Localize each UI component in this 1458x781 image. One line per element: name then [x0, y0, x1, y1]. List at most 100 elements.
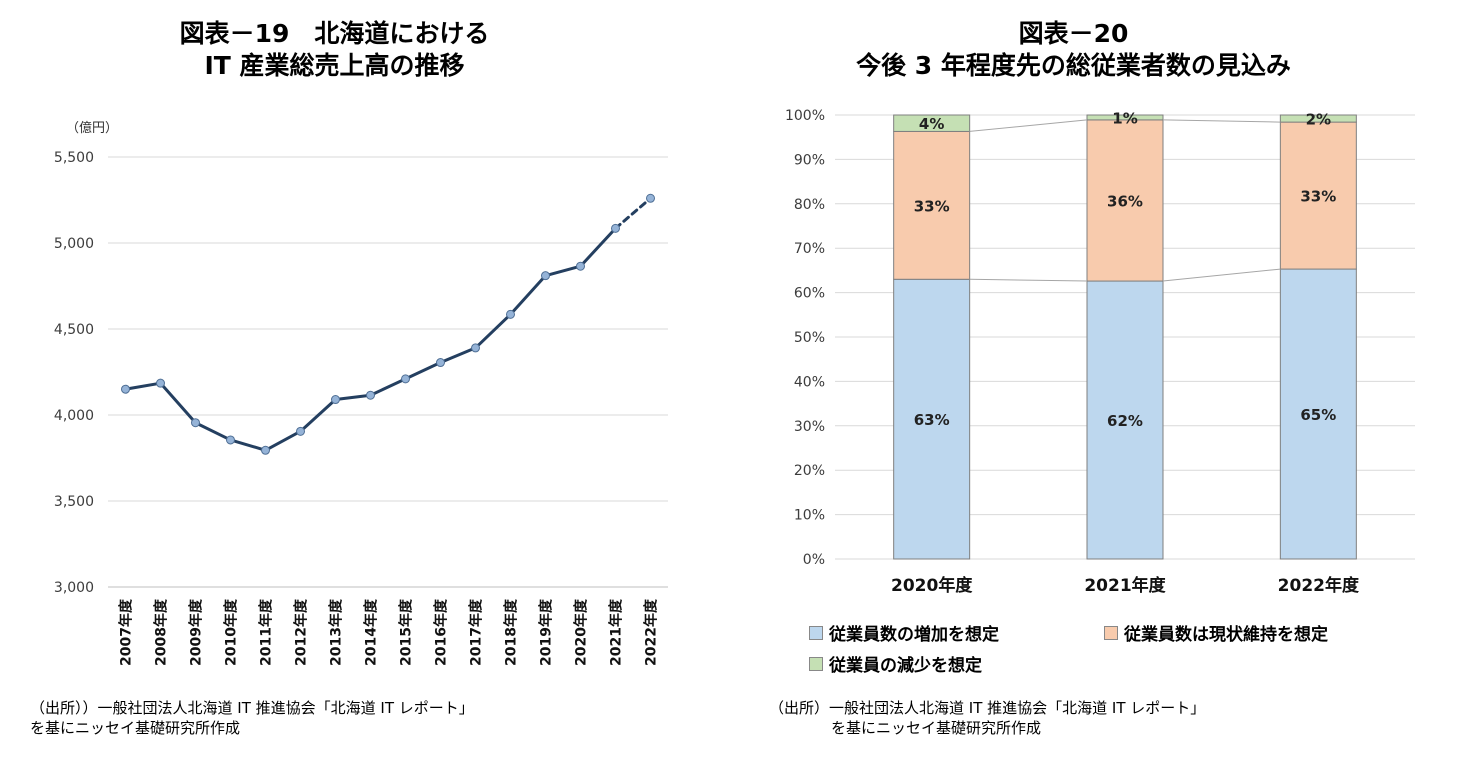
x-tick-label: 2009年度	[188, 598, 205, 666]
y-unit-label: （億円）	[66, 120, 118, 136]
x-tick-label: 2013年度	[328, 598, 345, 666]
data-label: 4%	[919, 115, 944, 133]
left-title-line1: 図表－19 北海道における	[179, 19, 490, 48]
stacked-bar-chart: 0% 10% 20% 30% 40% 50% 60% 70% 80% 90% 100% 63% 33% 4…	[785, 108, 1415, 596]
line-segment	[264, 429, 302, 452]
y-tick-label: 3,500	[54, 494, 94, 510]
line-segment	[474, 312, 512, 350]
data-label: 33%	[914, 197, 950, 215]
left-source-note: （出所））一般社団法人北海道 IT 推進協会「北海道 IT レポート」 を基にニ…	[30, 698, 474, 738]
data-label: 65%	[1300, 406, 1336, 424]
line-segment-forecast	[614, 196, 652, 230]
x-tick-label: 2019年度	[538, 598, 555, 666]
legend-label: 従業員数は現状維持を想定	[1124, 625, 1328, 645]
x-tick-label: 2020年度	[573, 598, 590, 666]
line-segment	[369, 377, 407, 397]
data-point	[471, 343, 480, 353]
bar-segment	[893, 278, 971, 560]
y-tick-label: 10%	[794, 508, 825, 524]
line-segment	[194, 421, 232, 442]
x-tick-label: 2020年度	[891, 575, 973, 596]
left-source-line2: を基にニッセイ基礎研究所作成	[30, 719, 241, 737]
x-tick-label: 2015年度	[398, 598, 415, 666]
y-tick-label: 20%	[794, 463, 825, 479]
y-tick-label: 40%	[794, 374, 825, 390]
right-source-line1: （出所）一般社団法人北海道 IT 推進協会「北海道 IT レポート」	[769, 699, 1206, 717]
y-tick-label: 80%	[794, 197, 825, 213]
line-segment	[159, 381, 197, 425]
line-segment	[509, 274, 547, 316]
x-tick-label: 2018年度	[503, 598, 520, 666]
left-chart-panel: 図表－19 北海道における IT 産業総売上高の推移 （億円） 3,000 3,50…	[0, 18, 699, 738]
legend-swatch	[809, 626, 823, 640]
y-tick-label: 30%	[794, 419, 825, 435]
bar-segment	[1279, 114, 1357, 123]
y-tick-label: 70%	[794, 241, 825, 257]
y-tick-label: 50%	[794, 330, 825, 346]
y-tick-label: 5,500	[54, 150, 94, 166]
x-tick-label: 2011年度	[258, 598, 275, 666]
x-tick-label: 2016年度	[433, 598, 450, 666]
data-label: 62%	[1107, 412, 1143, 430]
x-tick-label: 2012年度	[293, 598, 310, 666]
right-title-line1: 図表－20	[1018, 19, 1129, 48]
legend-swatch	[809, 657, 823, 671]
data-point	[611, 223, 620, 233]
line-segment	[299, 398, 337, 433]
x-tick-label: 2007年度	[118, 598, 135, 666]
right-chart-title: 図表－20 今後 3 年程度先の総従業者数の見込み	[709, 18, 1438, 82]
data-point	[541, 271, 550, 281]
line-segment	[229, 438, 267, 452]
x-tick-label: 2022年度	[643, 598, 660, 666]
series-connector	[969, 278, 1088, 282]
data-point	[506, 309, 515, 319]
x-tick-label: 2008年度	[153, 598, 170, 666]
y-tick-label: 90%	[794, 152, 825, 168]
line-segment	[439, 346, 477, 365]
y-tick-label: 4,500	[54, 322, 94, 338]
data-label: 2%	[1306, 111, 1331, 129]
bar-segment	[1279, 121, 1357, 270]
line-segment	[579, 226, 617, 268]
left-chart-title: 図表－19 北海道における IT 産業総売上高の推移	[0, 18, 699, 82]
series-connector	[1162, 119, 1281, 123]
legend-label: 従業員の減少を想定	[829, 656, 982, 676]
line-segment	[124, 381, 162, 391]
x-tick-label: 2021年度	[1084, 575, 1166, 596]
line-segment	[334, 393, 372, 402]
data-point	[646, 193, 655, 203]
right-source-note: （出所）一般社団法人北海道 IT 推進協会「北海道 IT レポート」 を基にニッ…	[769, 698, 1205, 738]
line-chart: （億円） 3,000 3,500 4,000 4,500 5,000 5,500 2007年度…	[54, 120, 668, 666]
bar-segment	[1086, 114, 1164, 121]
data-point	[401, 374, 410, 384]
bar-segment	[1086, 280, 1164, 560]
data-point	[366, 390, 375, 400]
right-title-line2: 今後 3 年程度先の総従業者数の見込み	[856, 51, 1291, 80]
bar-segment	[893, 114, 971, 132]
series-connector	[969, 119, 1088, 132]
y-tick-label: 3,000	[54, 580, 94, 596]
data-point	[436, 358, 445, 368]
x-tick-label: 2021年度	[608, 598, 625, 666]
x-tick-label: 2014年度	[363, 598, 380, 666]
legend-item: 従業員数は現状維持を想定	[1104, 620, 1328, 645]
y-tick-label: 60%	[794, 286, 825, 302]
data-point	[331, 395, 340, 405]
data-label: 36%	[1107, 192, 1143, 210]
data-point	[296, 426, 305, 436]
data-point	[261, 445, 270, 455]
right-chart-panel: 図表－20 今後 3 年程度先の総従業者数の見込み 0% 10% 20% 30% 40%…	[729, 0, 1458, 781]
data-point	[191, 418, 200, 428]
data-point	[576, 261, 585, 271]
left-source-line1: （出所））一般社団法人北海道 IT 推進協会「北海道 IT レポート」	[30, 699, 474, 717]
y-tick-label: 100%	[785, 108, 825, 124]
legend-label: 従業員数の増加を想定	[829, 625, 999, 645]
line-segment	[404, 361, 442, 381]
y-tick-label: 0%	[803, 552, 825, 568]
legend-item: 従業員数の増加を想定	[809, 620, 999, 645]
legend-item: 従業員の減少を想定	[809, 651, 982, 676]
bar-segment	[893, 130, 971, 280]
y-tick-label: 4,000	[54, 408, 94, 424]
data-point	[121, 384, 130, 394]
data-point	[226, 435, 235, 445]
